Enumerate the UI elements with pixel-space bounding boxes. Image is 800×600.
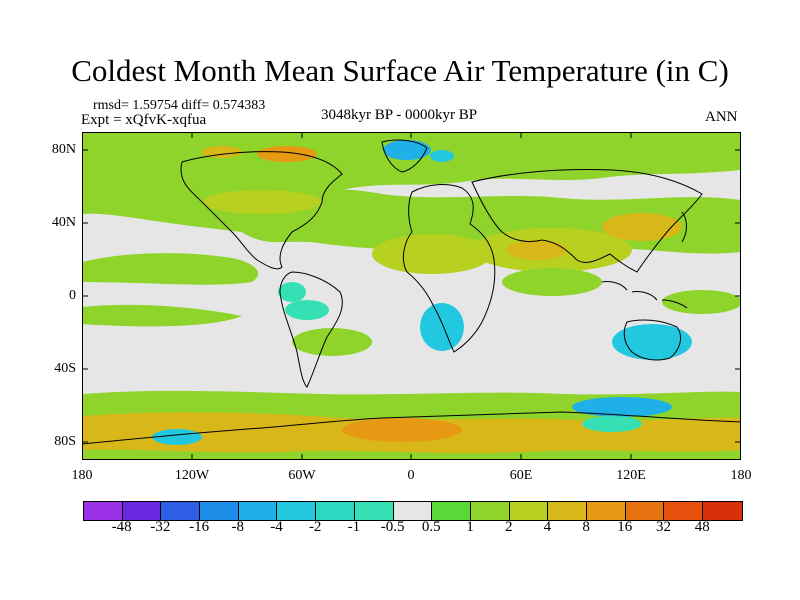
east-antarctic-cool-patch — [572, 397, 672, 417]
south-atlantic-green — [292, 328, 372, 356]
color-legend — [83, 501, 743, 521]
experiment-label: Expt = xQfvK-xqfua — [81, 112, 207, 128]
south-america-cool-patch — [285, 300, 329, 320]
legend-swatch — [586, 502, 626, 520]
australia-coast — [623, 319, 681, 361]
greenland-coast — [381, 139, 428, 173]
legend-label: 8 — [582, 519, 590, 535]
legend-swatch — [470, 502, 510, 520]
legend-swatch — [509, 502, 549, 520]
greenland-cool-patch — [383, 140, 431, 160]
period-label: 3048kyr BP - 0000kyr BP — [321, 107, 478, 123]
indonesia-coast — [601, 281, 688, 309]
stats-text: rmsd= 1.59754 diff= 0.574383 — [93, 98, 266, 113]
antarctica-coast — [82, 411, 741, 445]
figure-title: Coldest Month Mean Surface Air Temperatu… — [71, 53, 729, 88]
temperature-anomaly-map — [82, 132, 741, 460]
legend-label: 2 — [504, 519, 513, 535]
canada-warm-patch — [257, 146, 317, 162]
amazon-cool-patch — [278, 282, 306, 302]
lat-label-0: 0 — [69, 288, 76, 303]
legend-label: -32 — [150, 519, 171, 535]
legend-swatch — [200, 502, 239, 520]
legend-label: 4 — [543, 519, 552, 535]
legend-label: 32 — [656, 519, 671, 535]
legend-swatch — [548, 502, 587, 520]
europe-africa-coast — [402, 184, 496, 353]
legend-label: 16 — [617, 519, 633, 535]
lat-label-80n: 80N — [51, 142, 76, 157]
arctic-warm-patch — [202, 146, 242, 158]
asia-coast — [471, 169, 703, 273]
west-pacific-green — [662, 290, 741, 314]
legend-label: 0.5 — [421, 519, 441, 535]
legend-label: 48 — [694, 519, 710, 535]
north-america-warm-patch — [202, 190, 322, 214]
arctic-warming-band — [82, 132, 741, 202]
north-america-coast — [180, 151, 343, 270]
east-antarctic-cool-patch-2 — [582, 416, 642, 432]
lon-label-0: 0 — [407, 468, 415, 483]
legend-swatch — [432, 502, 471, 520]
south-pacific-green — [82, 304, 242, 327]
legend-label: -4 — [270, 519, 283, 535]
lat-label-80s: 80S — [54, 434, 76, 449]
legend-label: -1 — [347, 519, 361, 535]
legend-swatch — [354, 502, 394, 520]
legend-swatch — [625, 502, 665, 520]
east-asia-warm-patch — [602, 213, 682, 241]
legend-label: -0.5 — [380, 519, 405, 535]
lon-label-60w: 60W — [288, 468, 316, 483]
legend-swatch — [393, 502, 433, 520]
legend-swatch — [703, 502, 742, 520]
lat-label-40s: 40S — [54, 361, 76, 376]
north-atlantic-green — [82, 190, 412, 249]
legend-label: -8 — [231, 519, 245, 535]
legend-label: -48 — [111, 519, 132, 535]
legend-swatch — [316, 502, 355, 520]
ross-sea-cool-patch — [152, 429, 202, 445]
legend-swatch — [238, 502, 278, 520]
south-america-coast — [279, 271, 343, 388]
weddell-warm-patch — [342, 418, 462, 442]
legend-label: -16 — [189, 519, 210, 535]
middle-east-warm-patch — [507, 240, 567, 260]
legend-label: -2 — [308, 519, 322, 535]
lon-label-180w: 180 — [71, 468, 93, 483]
coastlines — [82, 139, 741, 445]
japan-coast — [681, 211, 687, 243]
lon-label-180e: 180 — [730, 468, 752, 483]
legend-swatch — [277, 502, 317, 520]
sahara-warm-patch — [372, 234, 492, 274]
season-label: ANN — [705, 109, 738, 125]
legend-label: 1 — [466, 519, 474, 535]
legend-swatch — [664, 502, 703, 520]
lat-label-40n: 40N — [51, 215, 76, 230]
legend-swatch — [84, 502, 123, 520]
australia-cool-patch — [612, 324, 692, 360]
indian-ocean-green — [502, 268, 602, 296]
pacific-green-tongue — [82, 253, 259, 285]
legend-swatch — [161, 502, 201, 520]
legend-swatch — [122, 502, 162, 520]
central-africa-cool-patch — [420, 303, 464, 351]
lon-label-120e: 120E — [616, 468, 646, 483]
lon-label-120w: 120W — [174, 468, 210, 483]
lon-label-60e: 60E — [509, 468, 533, 483]
map-ticks — [82, 132, 741, 460]
arctic-cool-patch — [430, 150, 454, 162]
